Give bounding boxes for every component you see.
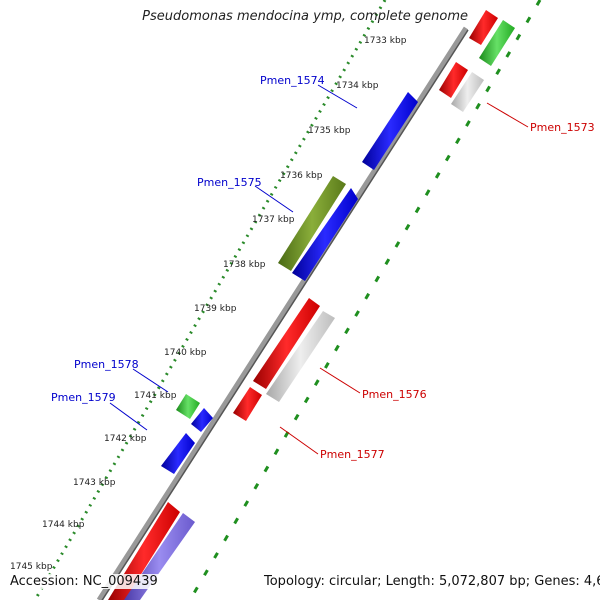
gene-pmen-1574[interactable]: [362, 92, 418, 170]
genome-summary: Topology: circular; Length: 5,072,807 bp…: [262, 574, 600, 589]
tick-label: 1735 kbp: [308, 126, 351, 136]
tick-label: 1745 kbp: [10, 562, 53, 572]
gene-feature[interactable]: [191, 408, 213, 432]
gene-label-pmen-1579[interactable]: Pmen_1579: [51, 391, 116, 404]
tick-label: 1739 kbp: [194, 304, 237, 314]
genome-backbone-shadow: [101, 29, 469, 600]
map-title: Pseudomonas mendocina ymp, complete geno…: [142, 9, 468, 24]
gene-label-pmen-1575[interactable]: Pmen_1575: [197, 176, 262, 189]
gene-feature[interactable]: [292, 188, 358, 281]
leader-lines: [109, 84, 529, 455]
gene-feature[interactable]: [479, 20, 515, 66]
tick-label: 1736 kbp: [280, 171, 323, 181]
tick-label: 1738 kbp: [223, 260, 266, 270]
tick-label: 1740 kbp: [164, 348, 207, 358]
tick-label: 1743 kbp: [73, 478, 116, 488]
gene-label-pmen-1574[interactable]: Pmen_1574: [260, 74, 325, 87]
gene-feature[interactable]: [469, 10, 498, 45]
accession-label: Accession: NC_009439: [8, 574, 160, 589]
gene-feature[interactable]: [266, 311, 335, 402]
tick-label: 1741 kbp: [134, 391, 177, 401]
gene-label-pmen-1576[interactable]: Pmen_1576: [362, 388, 427, 401]
tick-label: 1744 kbp: [42, 520, 85, 530]
gene-feature[interactable]: [451, 72, 484, 112]
genome-backbone: [96, 26, 469, 600]
gene-pmen-1579[interactable]: [161, 433, 195, 474]
outer-tick-ring: [33, 0, 387, 600]
tick-label: 1734 kbp: [336, 81, 379, 91]
tick-label: 1737 kbp: [252, 215, 295, 225]
gene-pmen-1578[interactable]: [176, 394, 200, 419]
gene-pmen-1575[interactable]: [278, 176, 346, 271]
tick-label: 1742 kbp: [104, 434, 147, 444]
gene-label-pmen-1578[interactable]: Pmen_1578: [74, 358, 139, 371]
tick-label: 1733 kbp: [364, 36, 407, 46]
gene-label-pmen-1577[interactable]: Pmen_1577: [320, 448, 385, 461]
gene-feature[interactable]: [439, 62, 468, 98]
gene-pmen-1576[interactable]: [253, 298, 320, 389]
tick-labels: 1733 kbp 1734 kbp 1735 kbp 1736 kbp 1737…: [10, 36, 407, 572]
gene-label-pmen-1573[interactable]: Pmen_1573: [530, 121, 595, 134]
gene-pmen-1577[interactable]: [233, 387, 262, 421]
